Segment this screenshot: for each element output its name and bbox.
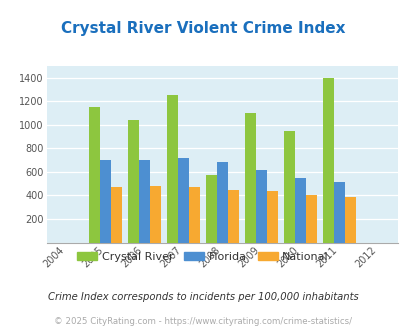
Text: © 2025 CityRating.com - https://www.cityrating.com/crime-statistics/: © 2025 CityRating.com - https://www.city…: [54, 316, 351, 326]
Bar: [294, 179, 305, 243]
Text: Crystal River Violent Crime Index: Crystal River Violent Crime Index: [61, 20, 344, 36]
Bar: [139, 160, 149, 243]
Bar: [89, 107, 100, 243]
Bar: [266, 191, 277, 243]
Bar: [283, 131, 294, 243]
Legend: Crystal River, Florida, National: Crystal River, Florida, National: [72, 248, 333, 267]
Bar: [255, 170, 266, 243]
Bar: [111, 187, 122, 243]
Bar: [216, 162, 227, 243]
Bar: [333, 182, 344, 243]
Bar: [227, 189, 238, 243]
Bar: [149, 186, 160, 243]
Bar: [128, 120, 139, 243]
Bar: [100, 160, 111, 243]
Bar: [205, 176, 216, 243]
Bar: [188, 187, 199, 243]
Bar: [177, 158, 188, 243]
Bar: [344, 197, 355, 243]
Bar: [166, 95, 177, 243]
Bar: [244, 113, 255, 243]
Text: Crime Index corresponds to incidents per 100,000 inhabitants: Crime Index corresponds to incidents per…: [47, 292, 358, 302]
Bar: [322, 78, 333, 243]
Bar: [305, 195, 316, 243]
